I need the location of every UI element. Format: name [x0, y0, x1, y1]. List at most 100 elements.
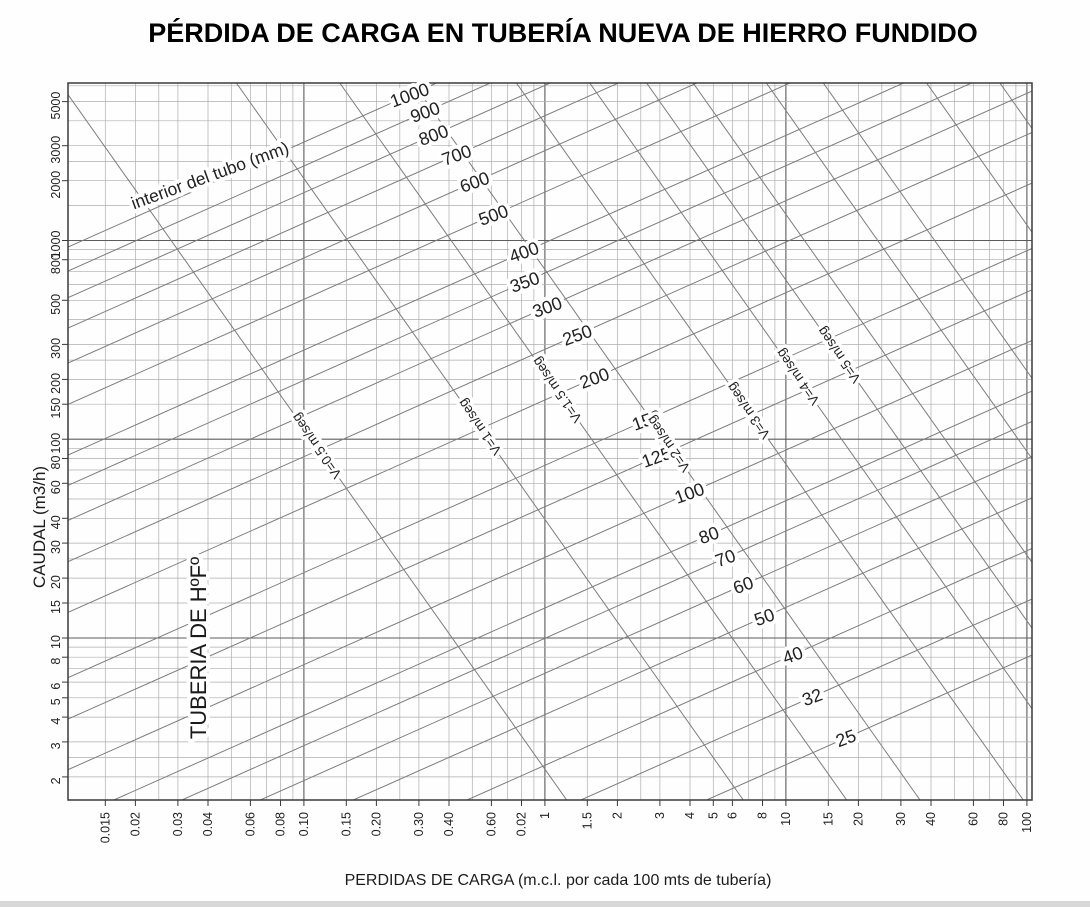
diameter-line — [180, 420, 1032, 800]
x-tick-label: 60 — [966, 812, 980, 826]
y-tick-label: 200 — [49, 373, 63, 394]
velocity-line — [68, 93, 568, 800]
diameter-family-label: interior del tubo (mm) — [128, 138, 291, 214]
x-tick-label: 100 — [1020, 812, 1034, 833]
diameter-line — [705, 654, 1032, 800]
diameter-line — [68, 83, 620, 329]
x-tick-label: 10 — [779, 812, 793, 826]
velocity-line — [822, 83, 1032, 380]
diameter-lines-layer — [68, 83, 1032, 800]
y-tick-label: 800 — [49, 253, 63, 274]
x-tick-label: 20 — [851, 812, 865, 826]
x-tick-label: 1 — [538, 812, 552, 819]
x-tick-label: 0.02 — [128, 812, 142, 836]
diameter-label: 32 — [799, 684, 825, 710]
diameter-line — [68, 83, 792, 405]
velocity-label: V=4 m/seg — [773, 346, 823, 408]
x-tick-label: 0.40 — [442, 812, 456, 836]
x-tick-label: 6 — [725, 812, 739, 819]
diameter-line — [259, 455, 1032, 800]
y-tick-label: 500 — [49, 294, 63, 315]
x-tick-label: 0.02 — [515, 812, 529, 836]
x-tick-label: 2 — [610, 812, 624, 819]
scan-edge-artifact — [0, 901, 1090, 907]
diameter-line — [68, 83, 905, 456]
x-tick-label: 0.20 — [369, 812, 383, 836]
diameter-line — [68, 247, 1032, 679]
x-axis-title: PERDIDAS DE CARGA (m.c.l. por cada 100 m… — [345, 872, 772, 889]
diameter-label: 50 — [752, 604, 778, 630]
x-tick-label: 15 — [821, 812, 835, 826]
velocity-line — [515, 83, 1024, 800]
y-tick-label: 1000 — [49, 231, 63, 259]
tick-layer: 0.015 0.02 0.03 0.04 0.06 0.08 0.10 0.15 0.20 0.3… — [49, 92, 1034, 844]
y-tick-label: 80 — [49, 456, 63, 470]
diameter-line — [68, 83, 438, 248]
y-tick-label: 60 — [49, 480, 63, 494]
x-tick-label: 3 — [653, 812, 667, 819]
diameter-label: 80 — [696, 522, 722, 548]
diameter-label: 350 — [507, 268, 542, 297]
velocity-line — [692, 83, 1032, 564]
velocity-line — [926, 83, 1032, 233]
y-tick-label: 20 — [49, 575, 63, 589]
x-tick-label: 0.06 — [243, 812, 257, 836]
plot-border — [67, 82, 1033, 801]
velocity-lines-layer — [68, 83, 1032, 800]
y-tick-label: 10 — [49, 635, 63, 649]
diameter-line — [68, 90, 1032, 521]
diameter-line — [112, 390, 1032, 800]
diameter-line — [68, 83, 699, 364]
y-tick-label: 150 — [49, 398, 63, 419]
diameter-label: 300 — [530, 293, 565, 322]
line-label-layer: 1000900800700600500400350300250200150125… — [285, 75, 867, 755]
velocity-label: V=5 m/seg — [814, 324, 864, 386]
x-tick-label: 1.5 — [580, 812, 594, 829]
y-tick-label: 5000 — [49, 92, 63, 120]
x-tick-label: 8 — [756, 812, 770, 819]
x-tick-label: 80 — [997, 812, 1011, 826]
chart-title: PÉRDIDA DE CARGA EN TUBERÍA NUEVA DE HIE… — [148, 17, 978, 48]
diameter-label: 400 — [507, 238, 542, 267]
x-tick-label: 5 — [706, 812, 720, 819]
diameter-label: 250 — [560, 321, 595, 350]
x-tick-label: 0.015 — [98, 812, 112, 843]
x-tick-label: 0.08 — [274, 812, 288, 836]
diameter-line — [579, 598, 1032, 800]
y-tick-label: 3 — [49, 742, 63, 749]
pipe-material-annotation: TUBERIA DE HºFº — [186, 557, 211, 739]
y-tick-label: 2000 — [49, 171, 63, 199]
y-tick-label: 40 — [49, 515, 63, 529]
y-axis-title: CAUDAL (m3/h) — [30, 466, 49, 588]
x-tick-label: 0.04 — [201, 812, 215, 836]
y-tick-label: 100 — [49, 433, 63, 454]
diameter-line — [68, 83, 492, 272]
velocity-line — [589, 83, 1032, 710]
velocity-line — [646, 83, 1032, 630]
diameter-label: 600 — [457, 168, 492, 197]
velocity-line — [765, 83, 1032, 460]
y-tick-label: 30 — [49, 540, 63, 554]
y-tick-label: 4 — [49, 718, 63, 725]
y-tick-label: 3000 — [49, 136, 63, 164]
diameter-label: 25 — [833, 725, 859, 751]
diameter-label: 70 — [713, 545, 739, 571]
velocity-label: V=1.5 m/seg — [529, 354, 585, 425]
velocity-line — [412, 83, 921, 800]
diameter-line — [68, 289, 1032, 720]
y-tick-label: 8 — [49, 658, 63, 665]
diameter-line — [465, 547, 1032, 800]
y-tick-label: 5 — [49, 698, 63, 705]
x-tick-label: 0.03 — [171, 812, 185, 836]
diameter-line — [68, 132, 1032, 563]
diameter-label: 500 — [476, 201, 511, 230]
x-tick-label: 0.60 — [484, 812, 498, 836]
diameter-label: 40 — [780, 642, 806, 668]
x-tick-label: 0.30 — [412, 812, 426, 836]
grid-layer — [68, 83, 1032, 800]
y-tick-label: 300 — [49, 338, 63, 359]
x-tick-label: 0.15 — [339, 812, 353, 836]
diameter-label: 700 — [439, 141, 474, 170]
